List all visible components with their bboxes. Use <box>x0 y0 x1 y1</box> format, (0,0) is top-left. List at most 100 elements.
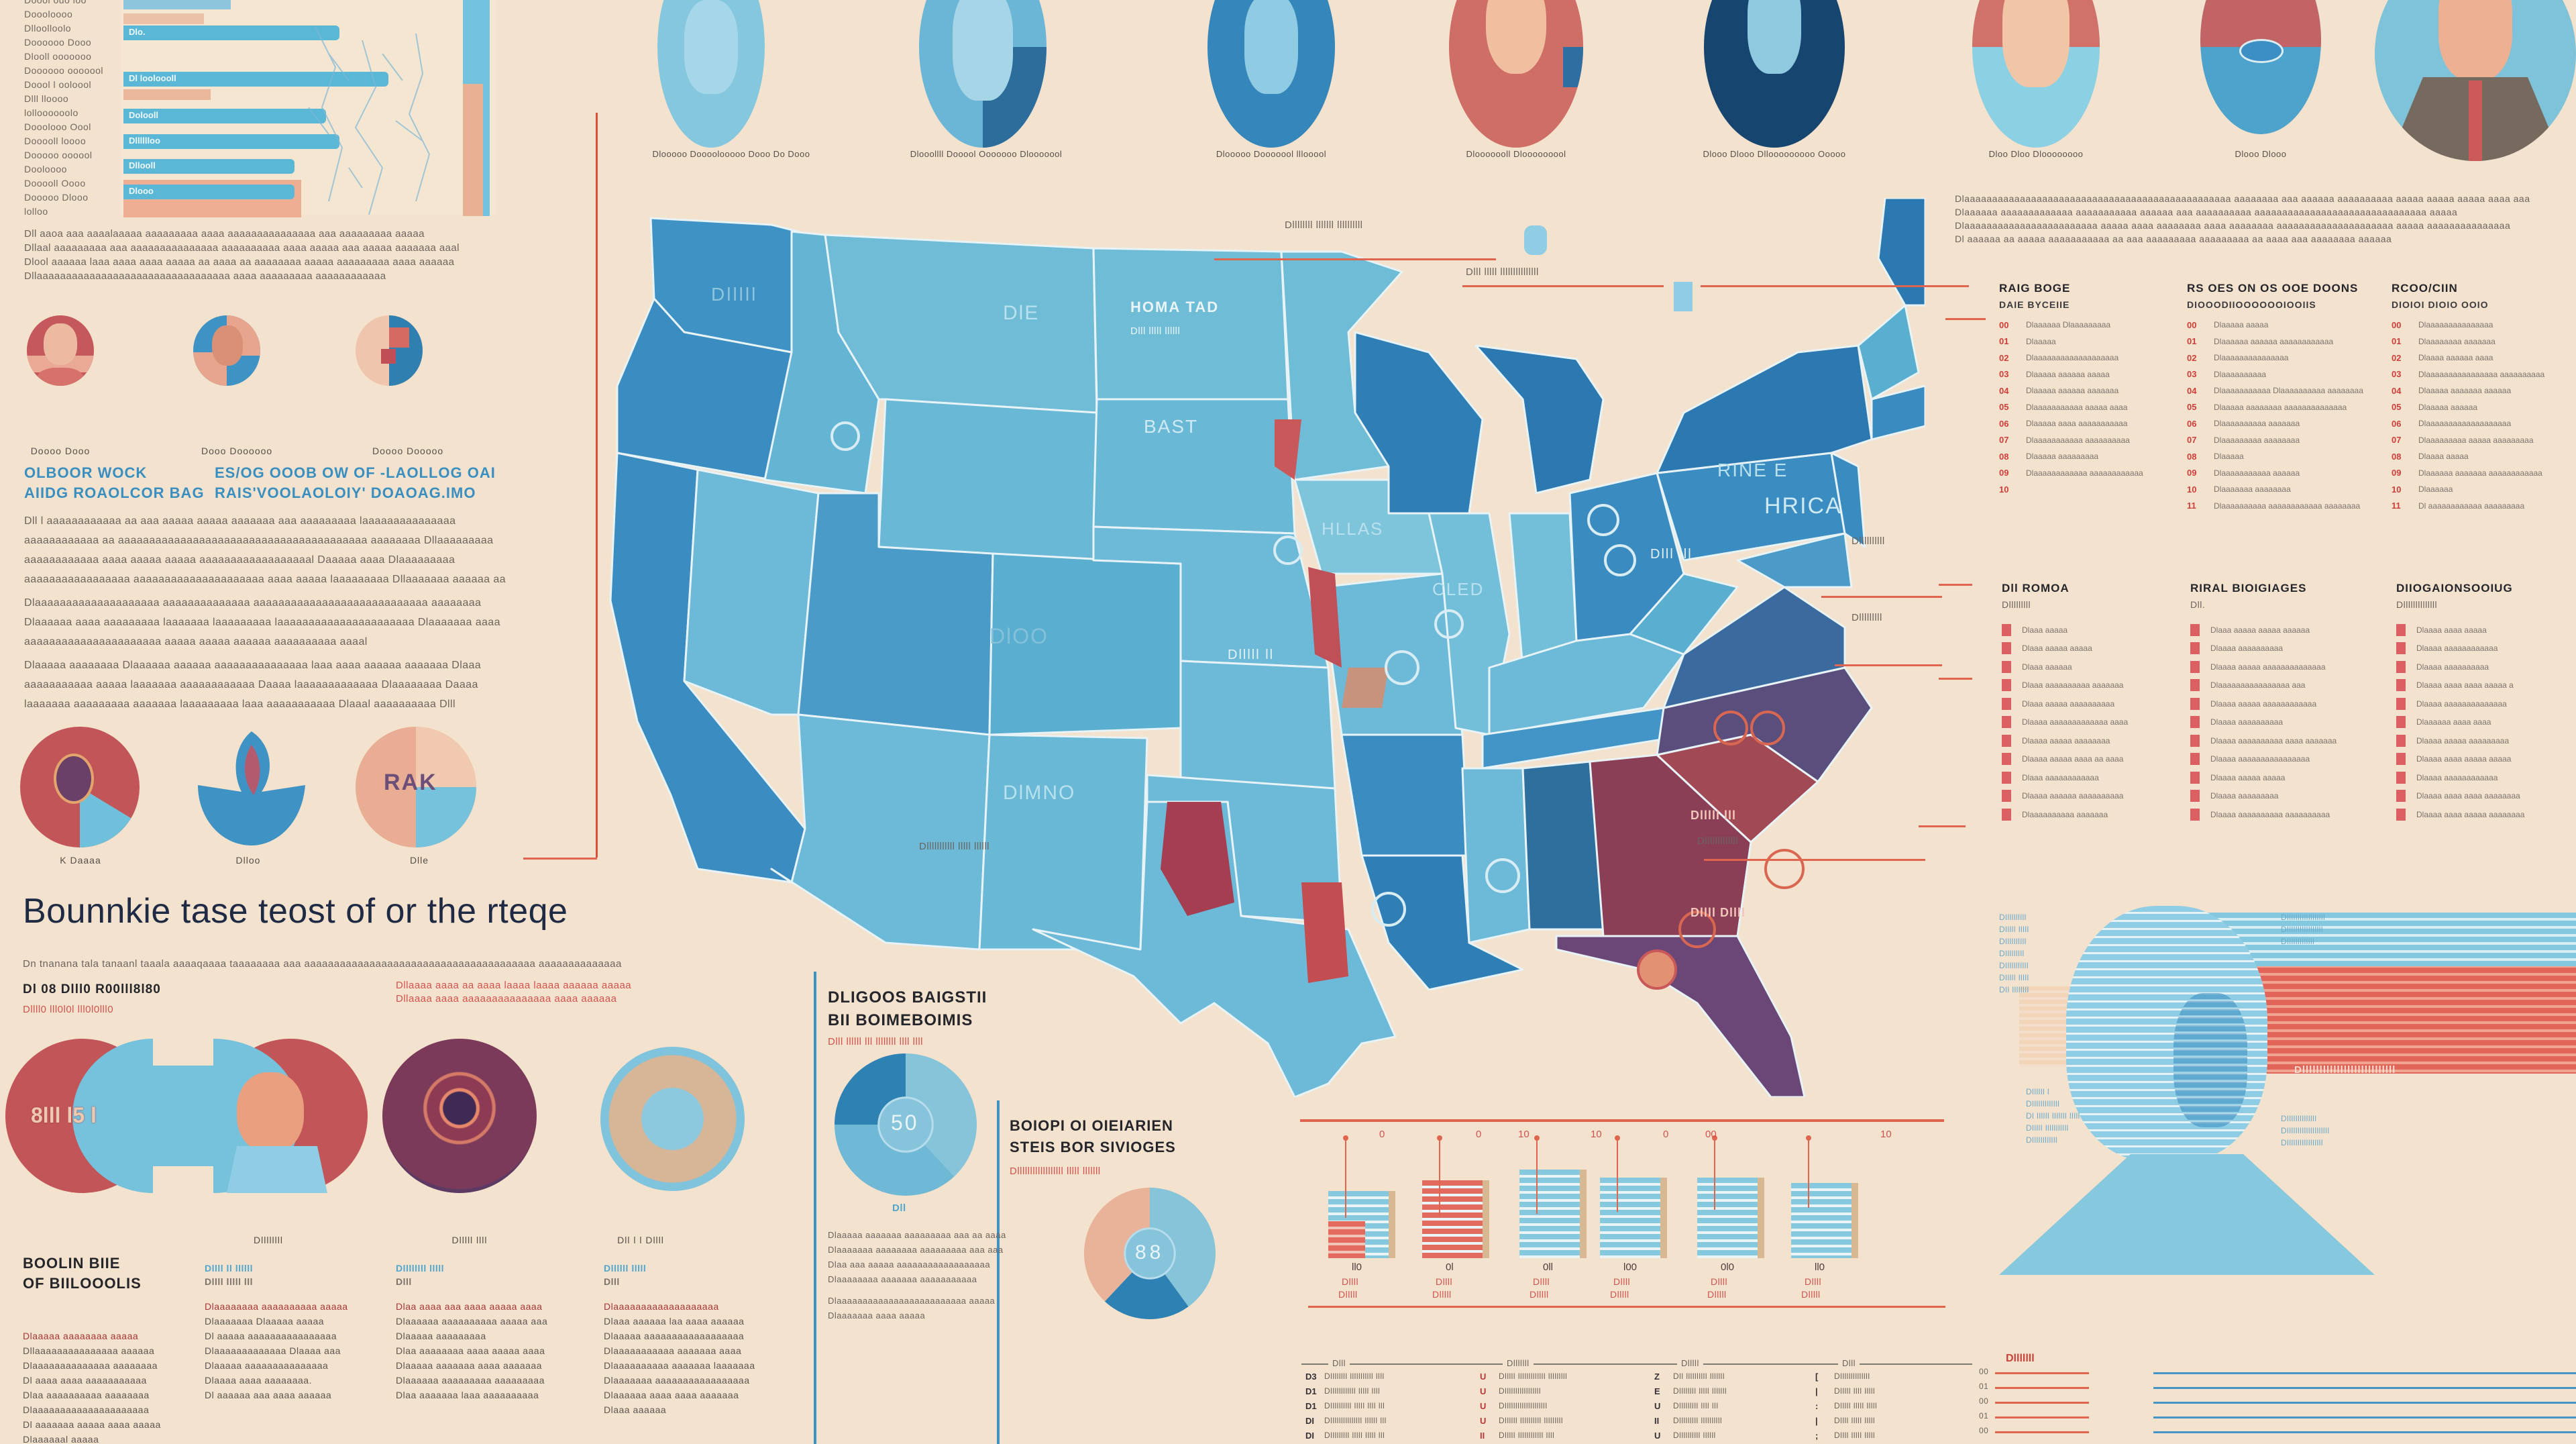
item-label: Dlaaaaaaa aaaaaaaa <box>2214 484 2291 495</box>
building-stem-dot <box>1534 1135 1540 1141</box>
top-caption-6: Dloo Dloo Dloooooooo <box>1988 149 2084 159</box>
item-label: Dlaaaaaa Dlaaaaaaaaa <box>2026 320 2111 330</box>
item-label: Dlaaaaaaaaaaa aaaaaa <box>2214 468 2300 478</box>
axis-line-blue <box>2153 1387 2576 1389</box>
numbered-list: RS OES ON OS OOE DOONS DIOOODIIOOOOOOIOOI… <box>2187 280 2381 514</box>
intro-line: Dlaaaaaa aaaaaaaaaaaaa aaaaaaaaaaa aaaaa… <box>1955 207 2458 217</box>
building-stem-dot <box>1437 1135 1442 1141</box>
face-shoulders <box>1999 1154 2375 1275</box>
checkbox-icon[interactable] <box>2396 790 2406 803</box>
pie-slice-light <box>906 1053 977 1177</box>
chart-bar <box>123 159 294 174</box>
checkbox-icon[interactable] <box>2002 734 2011 747</box>
column-line: Dlaaaaaa aaaaaaaaaa aaaaa aaa <box>396 1316 548 1327</box>
top-portrait-5 <box>1704 0 1845 148</box>
checkbox-icon[interactable] <box>2190 808 2200 821</box>
item-label: Dlaaa aaaaa aaaaa <box>2022 643 2092 654</box>
checkbox-icon[interactable] <box>2002 660 2011 673</box>
table-key: U <box>1654 1401 1661 1411</box>
checkbox-icon[interactable] <box>2190 660 2200 673</box>
state-label: DlE <box>1003 302 1040 324</box>
row-label: Dlooll ooooooo <box>24 51 92 62</box>
axis-line-blue <box>2153 1431 2576 1433</box>
row-label: lolloo <box>24 206 48 217</box>
radial-chart-purple <box>382 1039 537 1193</box>
item-number: 10 <box>2187 484 2197 495</box>
checkbox-item: Dlaaaa aaaaa aaaa aa aaaa <box>2002 750 2196 769</box>
checkbox-icon[interactable] <box>2190 679 2200 692</box>
checkbox-icon[interactable] <box>2396 642 2406 655</box>
table-key: II <box>1480 1431 1485 1441</box>
table-cell: Dlllllllll llll lll <box>1673 1401 1719 1410</box>
checkbox-icon[interactable] <box>2190 790 2200 803</box>
list-title: RAIG BOGE <box>1999 282 2071 295</box>
pie-mid-1-caption: Dll <box>892 1202 906 1214</box>
checkbox-icon[interactable] <box>2002 679 2011 692</box>
item-label: Dlaaaaa aaaaaaaaa <box>2026 452 2099 462</box>
building-stem <box>1439 1137 1440 1216</box>
checkbox-list: Dll ROMOA Dlllllllll Dlaaa aaaaa Dlaaa aaaa… <box>2002 580 2196 824</box>
checkbox-icon[interactable] <box>2190 771 2200 784</box>
row-label: Doool ouo loo <box>24 0 87 5</box>
checkbox-icon[interactable] <box>2396 753 2406 766</box>
top-portrait-1 <box>657 0 765 148</box>
checkbox-item: Dlaaaaaa aaaa aaaa <box>2396 713 2576 732</box>
item-label: Dlaaaa aaaa aaaa aaaaaaaa <box>2416 791 2520 801</box>
top-portrait-2 <box>919 0 1046 148</box>
list-item: 03 Dlaaaaaaaaaa <box>2187 366 2381 383</box>
text-column: Dllllll lllll Dlll Dlaaaaaaaaaaaaaaaaaaa Dl… <box>604 1261 785 1417</box>
checkbox-icon[interactable] <box>2190 697 2200 710</box>
checkbox-icon[interactable] <box>2002 790 2011 803</box>
pie-center <box>877 1096 934 1153</box>
column-line: Dlaaaaa aaaaaaaaaaaaaaa <box>205 1360 329 1371</box>
list-subtitle: DAIE BYCEIIE <box>1999 299 2070 310</box>
checkbox-icon[interactable] <box>2396 623 2406 636</box>
checkbox-icon[interactable] <box>2002 642 2011 655</box>
item-number: 03 <box>2392 369 2402 380</box>
checkbox-icon[interactable] <box>2190 623 2200 636</box>
item-label: Dlaaaaaa aaaaaa aaaaaaaaaaaa <box>2214 336 2334 346</box>
top-caption-7: Dlooo Dlooo <box>2235 149 2287 159</box>
checkbox-icon[interactable] <box>2396 734 2406 747</box>
checkbox-icon[interactable] <box>2396 771 2406 784</box>
checkbox-icon[interactable] <box>2002 716 2011 729</box>
checkbox-icon[interactable] <box>2190 753 2200 766</box>
item-label: Dlaaaa aaaaaaaaaa aaaa aaaaaaa <box>2210 735 2337 745</box>
checkbox-icon[interactable] <box>2002 808 2011 821</box>
checkbox-icon[interactable] <box>2002 753 2011 766</box>
state-maine <box>1877 198 1925 307</box>
checkbox-icon[interactable] <box>2396 660 2406 673</box>
divider-left-foot <box>523 858 597 860</box>
spacer <box>205 1288 386 1299</box>
item-number: 00 <box>2392 319 2402 330</box>
checkbox-icon[interactable] <box>2002 771 2011 784</box>
table-key: U <box>1480 1416 1487 1426</box>
checkbox-icon[interactable] <box>2190 734 2200 747</box>
checkbox-icon[interactable] <box>2190 642 2200 655</box>
pie-caption-1: K Daaaa <box>60 855 101 866</box>
map-emblem <box>1485 858 1520 893</box>
checkbox-icon[interactable] <box>2002 697 2011 710</box>
state-florida <box>1555 935 1806 1097</box>
item-label: Dlaaaa aaaa aaaaa aaaaaaaa <box>2416 809 2525 819</box>
checkbox-icon[interactable] <box>2190 716 2200 729</box>
checkbox-icon[interactable] <box>2002 623 2011 636</box>
face-label: Dl llllll lllllll lllll <box>2026 1111 2080 1121</box>
paragraph-line: Dlaaaaaaaaaaaaaaaaaaaaaaaaa aaaaa <box>828 1296 996 1306</box>
paragraph-line: Dlaaaaaaa aaaaaaaa aaaaaaaaa aaa aaa <box>828 1245 1004 1255</box>
column-line: Dlaaaaaaaaaaaaa Dlaaaa aaa <box>205 1345 341 1356</box>
table-key: U <box>1480 1386 1487 1396</box>
list-item: 04 Dlaaaaaaaaaaa Dlaaaaaaaaaa aaaaaaaa <box>2187 382 2381 399</box>
state-new-jersey <box>1830 452 1866 548</box>
checkbox-icon[interactable] <box>2396 679 2406 692</box>
checkbox-icon[interactable] <box>2396 697 2406 710</box>
building-name: Dllll <box>1533 1276 1550 1287</box>
checkbox-item: Dlaaaa aaaaaaaaa <box>2190 787 2385 806</box>
state-west-virginia <box>1629 572 1739 656</box>
item-label: Dlaaaaaaaaaaaa aaaaaaaaaaaa <box>2026 468 2143 478</box>
column-line: Dlaaaaaaaaaaa aaaaaaa aaaa <box>604 1345 742 1356</box>
checkbox-icon[interactable] <box>2396 716 2406 729</box>
building-value-label: 0ll <box>1543 1261 1554 1273</box>
checkbox-icon[interactable] <box>2396 808 2406 821</box>
building-top-label: 00 <box>1705 1129 1717 1140</box>
